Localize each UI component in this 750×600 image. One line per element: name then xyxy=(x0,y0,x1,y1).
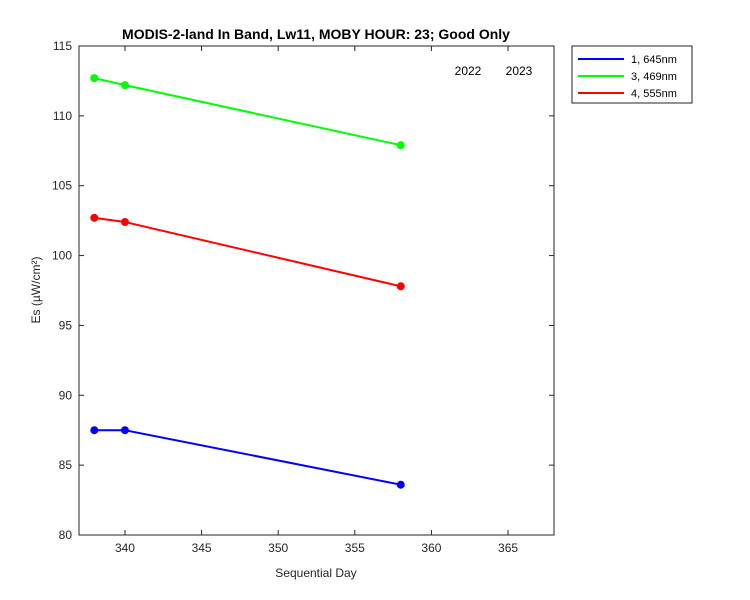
chart-title: MODIS-2-land In Band, Lw11, MOBY HOUR: 2… xyxy=(122,26,510,42)
data-point xyxy=(90,426,99,435)
x-tick-label: 345 xyxy=(192,541,212,555)
plot-frame xyxy=(78,45,555,536)
y-tick-label: 105 xyxy=(52,179,72,193)
x-tick-label: 340 xyxy=(115,541,135,555)
y-tick-label: 90 xyxy=(59,388,73,402)
y-tick-label: 95 xyxy=(59,318,73,332)
x-tick-label: 360 xyxy=(421,541,441,555)
series-group xyxy=(90,74,405,489)
annotation-year-2022: 2022 xyxy=(455,64,482,78)
x-tick-label: 355 xyxy=(345,541,365,555)
data-point xyxy=(120,81,129,90)
y-axis-label: Es (µW/cm²) xyxy=(29,257,43,324)
data-point xyxy=(120,426,129,435)
y-tick-label: 85 xyxy=(59,458,73,472)
y-tick-label: 115 xyxy=(53,39,72,53)
y-tick-label: 80 xyxy=(59,528,73,542)
data-point xyxy=(396,480,405,489)
data-point xyxy=(396,282,405,291)
annotation-year-2023: 2023 xyxy=(506,64,533,78)
legend: 1, 645nm 3, 469nm 4, 555nm xyxy=(571,45,693,104)
y-tick-label: 100 xyxy=(52,249,72,263)
legend-entry-1: 1, 645nm xyxy=(631,54,677,66)
data-point xyxy=(90,213,99,222)
data-point xyxy=(90,74,99,83)
legend-entry-2: 3, 469nm xyxy=(631,71,677,83)
legend-entry-3: 4, 555nm xyxy=(631,88,677,100)
y-tick-label: 110 xyxy=(53,109,72,123)
x-tick-label: 365 xyxy=(498,541,518,555)
data-point xyxy=(396,141,405,150)
x-tick-label: 350 xyxy=(268,541,288,555)
x-axis-label: Sequential Day xyxy=(275,566,356,580)
plot-area xyxy=(79,46,554,535)
data-point xyxy=(120,218,129,227)
